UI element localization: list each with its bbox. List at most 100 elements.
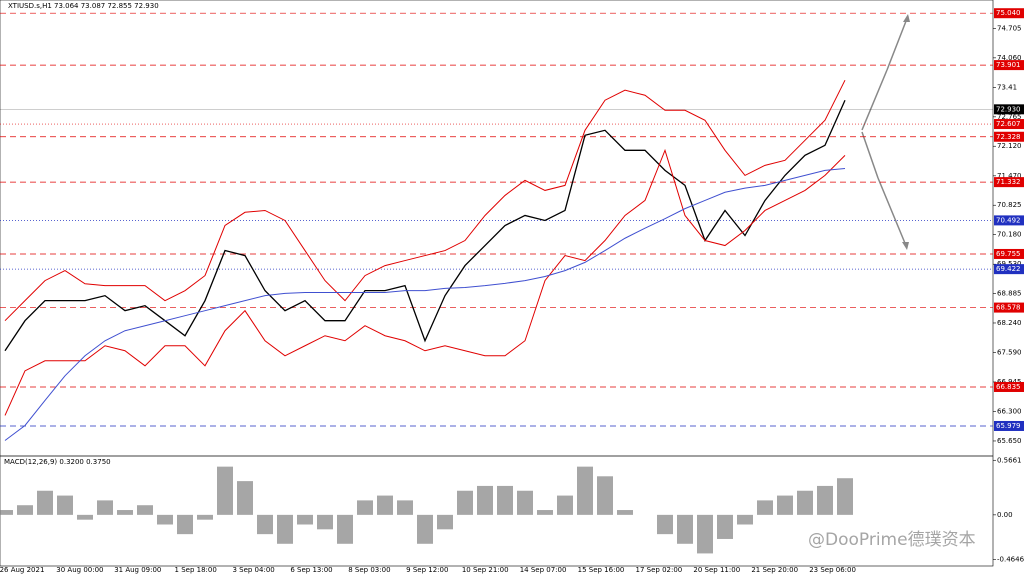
macd-bar (777, 495, 793, 515)
macd-bar (157, 514, 173, 525)
y-tick-label: -0.4646 (997, 556, 1024, 564)
y-tick-label: 66.945 (997, 378, 1022, 386)
x-tick-label: 26 Aug 2021 (0, 566, 44, 574)
level-label-box (994, 177, 1024, 188)
macd-bar (537, 510, 553, 515)
macd-bar (337, 514, 353, 544)
macd-bar (617, 510, 633, 515)
macd-bar (397, 500, 413, 515)
y-tick-label: 70.180 (997, 231, 1022, 239)
macd-bar (137, 505, 153, 515)
series-line (4, 148, 846, 416)
macd-bar (357, 500, 373, 515)
macd-bar (817, 485, 833, 515)
watermark: @DooPrime德璞资本 (808, 530, 976, 550)
y-tick-label: 74.705 (997, 24, 1022, 32)
macd-bar (217, 466, 233, 515)
x-tick-label: 21 Sep 20:00 (751, 566, 798, 574)
x-tick-label: 15 Sep 16:00 (578, 566, 625, 574)
macd-bar (37, 490, 53, 515)
macd-bar (57, 495, 73, 515)
level-label: 72.607 (996, 120, 1021, 128)
x-tick-label: 30 Aug 00:00 (56, 566, 103, 574)
level-label-box (994, 131, 1024, 142)
y-tick-label: 68.885 (997, 290, 1022, 298)
macd-bar (677, 514, 693, 544)
level-label-box (994, 248, 1024, 259)
y-tick-label: 72.765 (997, 113, 1022, 121)
macd-bar (297, 514, 313, 525)
y-tick-label: 68.240 (997, 319, 1022, 327)
y-tick-label: 74.060 (997, 54, 1022, 62)
x-tick-label: 20 Sep 11:00 (693, 566, 740, 574)
macd-bar (557, 495, 573, 515)
level-label-box (994, 215, 1024, 226)
level-label: 72.930 (996, 105, 1021, 113)
macd-bar (77, 514, 93, 520)
level-label-box (994, 60, 1024, 71)
macd-bar (437, 514, 453, 530)
macd-bar (597, 476, 613, 515)
x-tick-label: 9 Sep 12:00 (406, 566, 448, 574)
macd-bar (377, 495, 393, 515)
macd-bar (0, 510, 13, 515)
macd-bar (737, 514, 753, 525)
macd-bar (477, 485, 493, 515)
macd-bar (757, 500, 773, 515)
macd-bar (117, 510, 133, 515)
macd-bar (797, 490, 813, 515)
x-tick-label: 23 Sep 06:00 (809, 566, 856, 574)
plot-frame (0, 0, 994, 567)
macd-bar (517, 490, 533, 515)
macd-bar (497, 485, 513, 515)
level-label: 71.332 (996, 178, 1021, 186)
level-label-box (994, 381, 1024, 392)
level-label: 65.979 (996, 422, 1021, 430)
y-tick-label: 70.825 (997, 201, 1022, 209)
y-tick-label: 67.590 (997, 349, 1022, 357)
level-label: 66.835 (996, 383, 1021, 391)
y-tick-label: 0.5661 (997, 456, 1022, 464)
level-label-box (994, 264, 1024, 275)
macd-bar (457, 490, 473, 515)
y-tick-label: 0.00 (997, 511, 1013, 519)
y-tick-label: 65.650 (997, 437, 1022, 445)
macd-bar (277, 514, 293, 544)
level-label-box (994, 104, 1024, 115)
y-tick-label: 73.41 (997, 83, 1017, 91)
level-label: 72.328 (996, 133, 1021, 141)
macd-bar (237, 481, 253, 515)
y-tick-label: 71.470 (997, 172, 1022, 180)
macd-bar (837, 478, 853, 515)
macd-bar (177, 514, 193, 535)
macd-bar (417, 514, 433, 544)
macd-bar (657, 514, 673, 535)
x-tick-label: 10 Sep 21:00 (462, 566, 509, 574)
series-line (4, 79, 846, 322)
macd-bar (577, 466, 593, 515)
level-label: 70.492 (996, 216, 1021, 224)
macd-bar (17, 505, 33, 515)
x-tick-label: 14 Sep 07:00 (520, 566, 567, 574)
macd-bar (97, 500, 113, 515)
x-tick-label: 31 Aug 09:00 (114, 566, 161, 574)
macd-bar (697, 514, 713, 554)
macd-bar (717, 514, 733, 539)
x-tick-label: 8 Sep 03:00 (348, 566, 390, 574)
y-tick-label: 72.120 (997, 142, 1022, 150)
x-tick-label: 6 Sep 13:00 (290, 566, 332, 574)
level-label: 75.040 (996, 9, 1021, 17)
level-label: 69.755 (996, 250, 1021, 258)
level-label: 68.578 (996, 304, 1021, 312)
series-line (4, 168, 846, 441)
x-tick-label: 3 Sep 04:00 (232, 566, 274, 574)
level-label-box (994, 119, 1024, 130)
level-label-box (994, 8, 1024, 19)
macd-bar (257, 514, 273, 535)
level-label-box (994, 302, 1024, 313)
macd-bar (197, 514, 213, 520)
x-tick-label: 1 Sep 18:00 (175, 566, 217, 574)
level-label-box (994, 420, 1024, 431)
chart-title: XTIUSD.s,H1 73.064 73.087 72.855 72.930 (8, 2, 159, 10)
